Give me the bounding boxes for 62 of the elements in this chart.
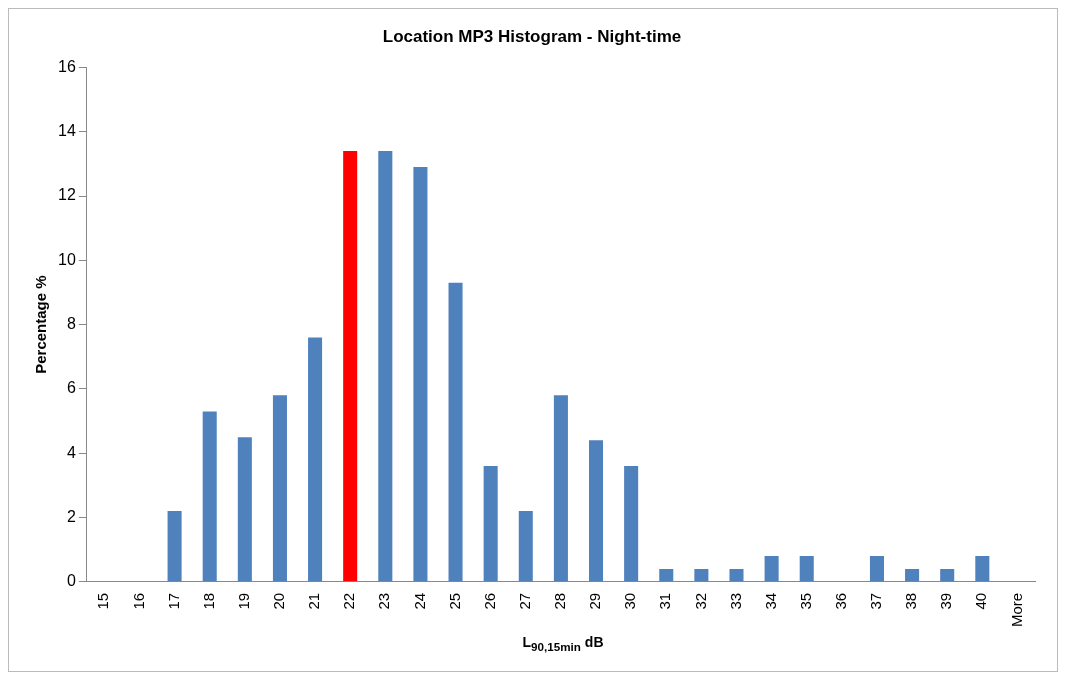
chart-title: Location MP3 Histogram - Night-time — [382, 26, 682, 46]
x-tick-label: 22 — [340, 592, 358, 610]
x-tick-label: 23 — [375, 592, 393, 610]
bar — [659, 568, 674, 582]
x-tick-label: 25 — [445, 592, 463, 610]
bar — [624, 466, 639, 582]
bar — [202, 411, 217, 582]
x-tick-label: 38 — [902, 592, 920, 610]
y-tick-label: 8 — [66, 315, 76, 333]
x-tick-label: 20 — [270, 592, 288, 610]
x-tick-label: 26 — [480, 592, 498, 610]
x-tick-label: 21 — [305, 592, 323, 610]
bar — [237, 437, 252, 582]
bar — [588, 440, 604, 582]
x-tick-label: 15 — [94, 592, 112, 610]
x-tick-label: 37 — [867, 592, 885, 610]
x-tick-label: 18 — [199, 592, 217, 610]
x-tick-label: 19 — [234, 592, 252, 610]
x-tick-label: 27 — [515, 592, 533, 610]
x-tick-label: 33 — [726, 592, 744, 610]
bar — [518, 511, 533, 582]
x-tick-label: More — [1007, 592, 1025, 628]
x-tick-label: 28 — [551, 592, 569, 610]
x-tick-label: 30 — [621, 592, 639, 610]
bar — [694, 568, 709, 582]
x-tick-label: 32 — [691, 592, 709, 610]
y-tick-label: 14 — [58, 122, 76, 140]
bar — [272, 395, 287, 582]
x-tick-label: 31 — [656, 592, 674, 610]
x-tick-label: 36 — [831, 592, 849, 610]
y-tick-label: 16 — [58, 57, 76, 75]
bar — [343, 150, 358, 582]
bar — [905, 568, 920, 582]
bar — [799, 556, 814, 582]
y-tick-label: 2 — [66, 507, 76, 525]
bar — [378, 150, 393, 582]
x-tick-label: 39 — [937, 592, 955, 610]
x-tick-label: 17 — [164, 592, 182, 610]
x-tick-label: 40 — [972, 592, 990, 610]
x-tick-label: 34 — [761, 592, 779, 610]
bar — [483, 466, 498, 582]
bar — [167, 511, 182, 582]
x-axis-title: L$_{90,15min}$ dB — [521, 634, 605, 653]
y-tick-label: 6 — [66, 379, 76, 397]
y-tick-label: 10 — [58, 250, 76, 268]
bar — [764, 556, 779, 582]
bar — [448, 282, 463, 582]
bar — [413, 167, 428, 582]
y-tick-label: 4 — [66, 443, 76, 461]
bar — [869, 556, 884, 582]
y-tick-label: 12 — [58, 186, 76, 204]
bar — [308, 337, 323, 582]
x-tick-label: 16 — [129, 592, 147, 610]
x-tick-label: 35 — [796, 592, 814, 610]
bar — [940, 568, 955, 582]
x-tick-label: 24 — [410, 592, 428, 610]
bar — [553, 395, 568, 582]
x-tick-label: 29 — [586, 592, 604, 610]
bar — [975, 556, 990, 582]
y-tick-label: 0 — [66, 572, 76, 590]
bar — [729, 568, 744, 582]
y-axis-title: Percentage % — [32, 275, 50, 374]
